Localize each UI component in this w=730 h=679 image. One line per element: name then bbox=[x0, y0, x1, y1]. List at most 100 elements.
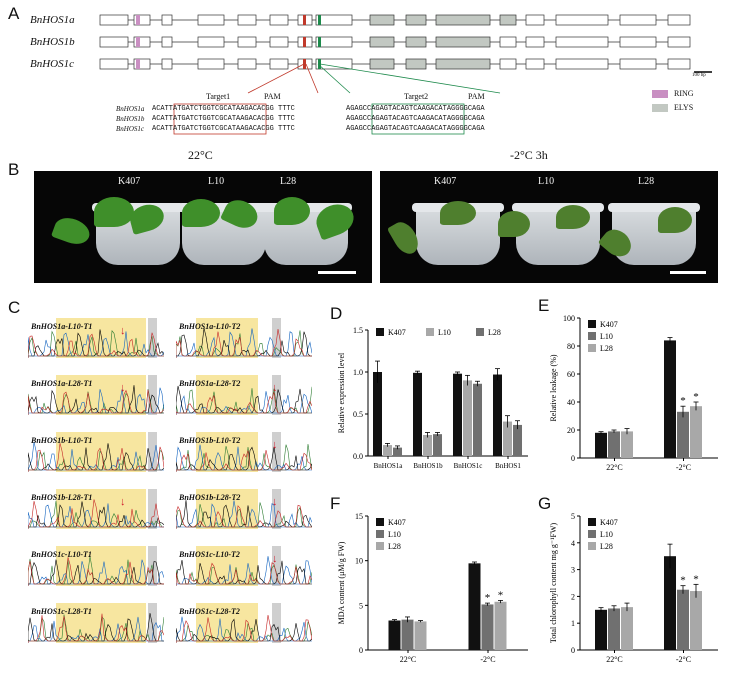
scale-bar-22c bbox=[318, 271, 356, 274]
target2-site bbox=[318, 15, 321, 25]
exon bbox=[499, 14, 517, 26]
bar bbox=[690, 406, 702, 458]
pam-highlight bbox=[272, 375, 281, 415]
exon bbox=[667, 58, 691, 70]
y-tick-label: 1.5 bbox=[353, 326, 363, 335]
category-label: 22°C bbox=[400, 655, 417, 664]
bar bbox=[433, 434, 442, 456]
target1-box bbox=[173, 103, 267, 135]
gene-label-bnhos1c: BnHOS1c bbox=[30, 58, 74, 70]
target1-site bbox=[303, 37, 306, 47]
mutation-arrow-icon: ↓ bbox=[272, 439, 278, 451]
peak-line bbox=[28, 332, 164, 358]
y-tick-label: 4 bbox=[571, 539, 575, 548]
legend-label: K407 bbox=[600, 518, 618, 527]
exon bbox=[619, 36, 657, 48]
category-label: -2°C bbox=[480, 655, 495, 664]
exon bbox=[555, 14, 609, 26]
plant-label-l10-22c: L10 bbox=[208, 176, 225, 187]
chromatogram-trace: BnHOS1a-L28-T1 ↓ bbox=[28, 365, 164, 415]
significance-star: * bbox=[680, 395, 686, 407]
peak-line bbox=[176, 618, 312, 643]
target2-site bbox=[318, 59, 321, 69]
significance-star: * bbox=[485, 592, 491, 604]
exon bbox=[161, 58, 173, 70]
right-photo-title: -2°C 3h bbox=[510, 148, 548, 162]
pam-highlight bbox=[148, 546, 157, 586]
ring-domain bbox=[136, 59, 140, 69]
target2-seq-b: AGAGCCAGAGTACAGTCAAGACATAGGGGCAGA bbox=[346, 115, 485, 123]
panel-label-d: D bbox=[330, 304, 343, 323]
mutation-arrow-icon: ↓ bbox=[120, 382, 126, 394]
peak-line bbox=[28, 612, 164, 643]
exon bbox=[435, 14, 491, 26]
y-tick-label: 15 bbox=[355, 512, 363, 521]
bar bbox=[621, 607, 633, 650]
target2-site bbox=[318, 37, 321, 47]
legend-swatch bbox=[588, 320, 596, 328]
peak-line bbox=[176, 556, 312, 586]
peaks-svg bbox=[176, 615, 312, 643]
leaf bbox=[274, 197, 310, 225]
target1-site bbox=[303, 59, 306, 69]
panel-label-f: F bbox=[330, 494, 341, 513]
peaks-svg bbox=[28, 499, 164, 529]
bar bbox=[388, 620, 401, 650]
y-tick-label: 0.0 bbox=[353, 452, 363, 461]
peak-line bbox=[176, 446, 312, 472]
chart-f-mda-content: 0 5 10 15 MDA content (μM/g FW) 22°C -2°C * * K40… bbox=[337, 512, 528, 664]
trace-label: BnHOS1b-L28-T1 bbox=[31, 493, 93, 502]
legend-swatch bbox=[588, 344, 596, 352]
y-tick-label: 80 bbox=[567, 342, 575, 351]
peak-line bbox=[28, 499, 164, 529]
left-photo-title: 22°C bbox=[188, 148, 213, 162]
bar bbox=[608, 608, 620, 650]
peak-line bbox=[176, 500, 312, 529]
pam-highlight bbox=[272, 546, 281, 586]
legend-label: L10 bbox=[600, 530, 613, 539]
bar bbox=[468, 563, 481, 650]
trace-label: BnHOS1b-L10-T1 bbox=[31, 436, 93, 445]
pam-highlight bbox=[148, 375, 157, 415]
y-axis-title: Relative expression level bbox=[337, 352, 346, 433]
category-label: 22°C bbox=[606, 463, 623, 472]
target1-label: Target1 bbox=[206, 92, 231, 101]
exon bbox=[269, 14, 289, 26]
exon bbox=[435, 36, 491, 48]
bar bbox=[690, 591, 702, 650]
exon bbox=[161, 14, 173, 26]
peaks-svg bbox=[28, 329, 164, 358]
gene-label-bnhos1b: BnHOS1b bbox=[30, 36, 75, 48]
exon bbox=[667, 14, 691, 26]
legend-label-elys: ELYS bbox=[674, 103, 694, 112]
chromatogram-trace: BnHOS1b-L10-T2 ↓ bbox=[176, 422, 312, 472]
exon bbox=[237, 14, 257, 26]
exon bbox=[133, 14, 151, 26]
y-tick-label: 40 bbox=[567, 398, 575, 407]
exon bbox=[197, 14, 225, 26]
significance-star: * bbox=[693, 391, 699, 403]
target2-seq-a: AGAGCCAGAGTACAGTCAAGACATAGGGGCAGA bbox=[346, 105, 485, 113]
target1-site bbox=[303, 15, 306, 25]
exon bbox=[667, 36, 691, 48]
y-tick-label: 20 bbox=[567, 426, 575, 435]
legend-label-ring: RING bbox=[674, 89, 694, 98]
significance-star: * bbox=[498, 589, 504, 601]
exon bbox=[525, 36, 545, 48]
exon bbox=[237, 58, 257, 70]
pam-highlight bbox=[272, 489, 281, 529]
exon bbox=[315, 14, 353, 26]
peak-line bbox=[28, 559, 164, 586]
peak-line bbox=[176, 444, 312, 472]
target1-seq-b: ACATTATGATCTGGTCGCATAAGACACGG TTTC bbox=[152, 115, 295, 123]
y-tick-label: 0.5 bbox=[353, 410, 363, 419]
pam-label-1: PAM bbox=[264, 92, 281, 101]
legend-swatch bbox=[588, 518, 596, 526]
bar bbox=[595, 432, 607, 458]
category-label: -2°C bbox=[676, 655, 691, 664]
y-tick-label: 1 bbox=[571, 619, 575, 628]
scale-bar-m2c bbox=[670, 271, 706, 274]
peak-line bbox=[28, 443, 164, 472]
leaf bbox=[658, 207, 692, 233]
peak-line bbox=[28, 500, 164, 529]
